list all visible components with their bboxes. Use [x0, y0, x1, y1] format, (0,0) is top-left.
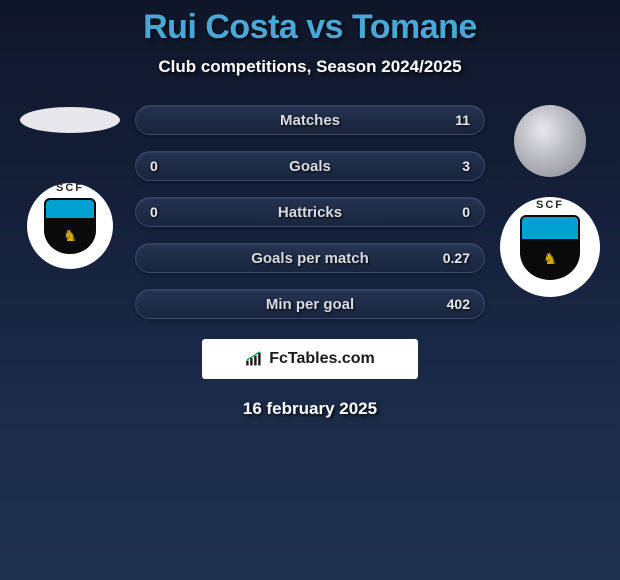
stat-label: Goals — [289, 158, 331, 175]
stat-right-value: 0 — [430, 204, 470, 220]
stat-label: Goals per match — [251, 250, 369, 267]
stats-column: Matches 11 0 Goals 3 0 Hattricks 0 Goals… — [135, 105, 485, 319]
shield-icon: SCF ♞ — [44, 198, 96, 254]
right-player-column: SCF ♞ — [495, 105, 605, 297]
stat-row-min-per-goal: Min per goal 402 — [135, 289, 485, 319]
stat-left-value: 0 — [150, 158, 190, 174]
stat-label: Matches — [280, 112, 340, 129]
stat-right-value: 0.27 — [430, 250, 470, 266]
stat-right-value: 402 — [430, 296, 470, 312]
brand-text: FcTables.com — [269, 350, 375, 368]
stat-row-hattricks: 0 Hattricks 0 — [135, 197, 485, 227]
stat-label: Min per goal — [266, 296, 354, 313]
stat-left-value: 0 — [150, 204, 190, 220]
page-title: Rui Costa vs Tomane — [0, 8, 620, 47]
stats-wrapper: SCF ♞ Matches 11 0 Goals 3 0 Hattricks 0 — [0, 105, 620, 319]
brand-box: FcTables.com — [202, 339, 418, 379]
stat-row-goals-per-match: Goals per match 0.27 — [135, 243, 485, 273]
left-player-photo — [20, 107, 120, 133]
stat-row-matches: Matches 11 — [135, 105, 485, 135]
lion-icon: ♞ — [63, 226, 77, 246]
right-club-acronym: SCF — [536, 199, 564, 211]
stat-right-value: 11 — [430, 112, 470, 128]
stat-row-goals: 0 Goals 3 — [135, 151, 485, 181]
stat-right-value: 3 — [430, 158, 470, 174]
date-text: 16 february 2025 — [0, 399, 620, 419]
left-player-column: SCF ♞ — [15, 105, 125, 269]
lion-icon: ♞ — [543, 249, 557, 269]
left-club-acronym: SCF — [56, 182, 84, 194]
right-club-badge: SCF ♞ — [500, 197, 600, 297]
shield-icon: SCF ♞ — [520, 215, 580, 280]
left-club-badge: SCF ♞ — [27, 183, 113, 269]
comparison-card: Rui Costa vs Tomane Club competitions, S… — [0, 0, 620, 419]
right-player-photo — [514, 105, 586, 177]
page-subtitle: Club competitions, Season 2024/2025 — [0, 57, 620, 77]
stat-label: Hattricks — [278, 204, 342, 221]
chart-icon — [245, 351, 265, 367]
